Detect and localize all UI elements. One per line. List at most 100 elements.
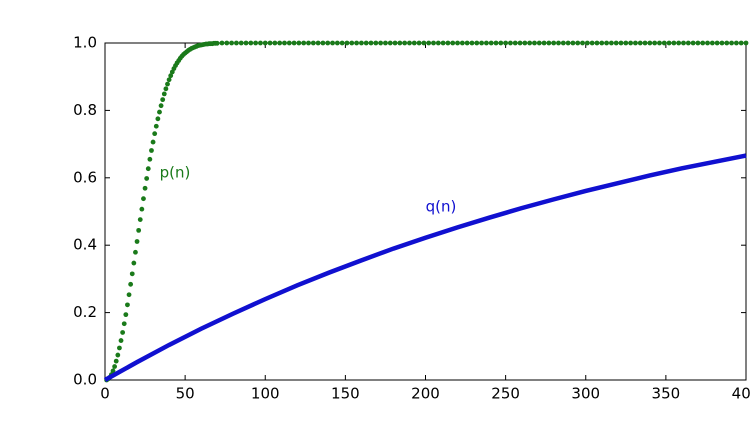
data-point [532,40,537,46]
data-point [527,40,533,46]
data-point [719,40,725,46]
data-point [147,156,153,162]
data-point [440,40,446,46]
data-point [700,40,706,46]
data-point [508,40,513,46]
data-point [647,40,653,46]
data-point [139,206,145,212]
data-point [320,40,326,46]
data-point [277,40,283,46]
data-point [724,40,730,46]
data-point [743,40,749,46]
data-point [219,40,225,46]
data-point [695,40,701,46]
y-tick-label: 0.8 [73,101,97,119]
data-point [238,40,244,46]
data-point [150,139,156,145]
data-point [628,40,634,46]
data-point [681,40,686,46]
data-point [512,40,518,46]
data-point [224,40,230,46]
data-point [291,40,297,46]
data-point [136,227,142,233]
data-point [378,40,384,46]
data-point [421,40,427,46]
series-label: p(n) [160,164,191,182]
data-point [623,40,629,46]
data-point [267,40,273,46]
data-point [296,40,302,46]
data-point [705,40,710,46]
data-point [546,40,552,46]
data-point [121,321,127,327]
data-point [133,249,138,255]
data-point [570,40,576,46]
data-point [594,40,600,46]
data-point [604,40,609,46]
data-point [685,40,691,46]
data-point [426,40,432,46]
data-point [149,148,154,153]
data-point [334,40,340,46]
data-point [676,40,682,46]
data-point [551,40,557,46]
data-point [565,40,571,46]
data-point [344,40,350,46]
data-point [129,271,135,277]
data-point [613,40,619,46]
data-point [445,40,451,46]
data-point [339,40,345,46]
data-point [387,40,393,46]
data-point [110,368,116,374]
x-tick-label: 50 [176,385,195,403]
data-point [483,40,489,46]
data-point [392,40,398,46]
data-point [243,40,249,46]
data-point [556,40,561,46]
data-point [248,40,254,46]
data-point [652,40,658,46]
data-point [402,40,408,46]
data-point [479,40,484,46]
data-point [262,40,268,46]
data-point [738,40,744,46]
y-tick-label: 1.0 [73,34,97,52]
data-point [599,40,605,46]
data-point [373,40,379,46]
data-point [115,352,121,358]
data-point [733,40,739,46]
data-point [258,40,263,46]
x-tick-label: 400 [732,385,750,403]
data-point [464,40,470,46]
x-tick-label: 300 [571,385,600,403]
data-point [310,40,316,46]
x-tick-label: 350 [652,385,681,403]
data-point [416,40,422,46]
data-point [152,131,158,137]
data-point [253,40,259,46]
data-point [161,91,167,97]
data-point [474,40,480,46]
data-point [301,40,307,46]
data-point [575,40,581,46]
data-point [397,40,403,46]
data-point [155,116,161,122]
data-point [411,40,417,46]
x-tick-label: 100 [251,385,280,403]
data-point [325,40,331,46]
series-label: q(n) [426,198,457,216]
data-point [383,40,388,46]
data-point [123,312,129,318]
data-point [272,40,278,46]
x-tick-label: 0 [100,385,110,403]
data-point [536,40,542,46]
data-point [168,73,174,79]
data-point [112,364,118,369]
data-point [407,40,412,46]
data-point [368,40,374,46]
y-tick-label: 0.6 [73,168,97,186]
data-point [580,40,585,46]
data-point [120,330,126,335]
data-point [214,40,220,46]
